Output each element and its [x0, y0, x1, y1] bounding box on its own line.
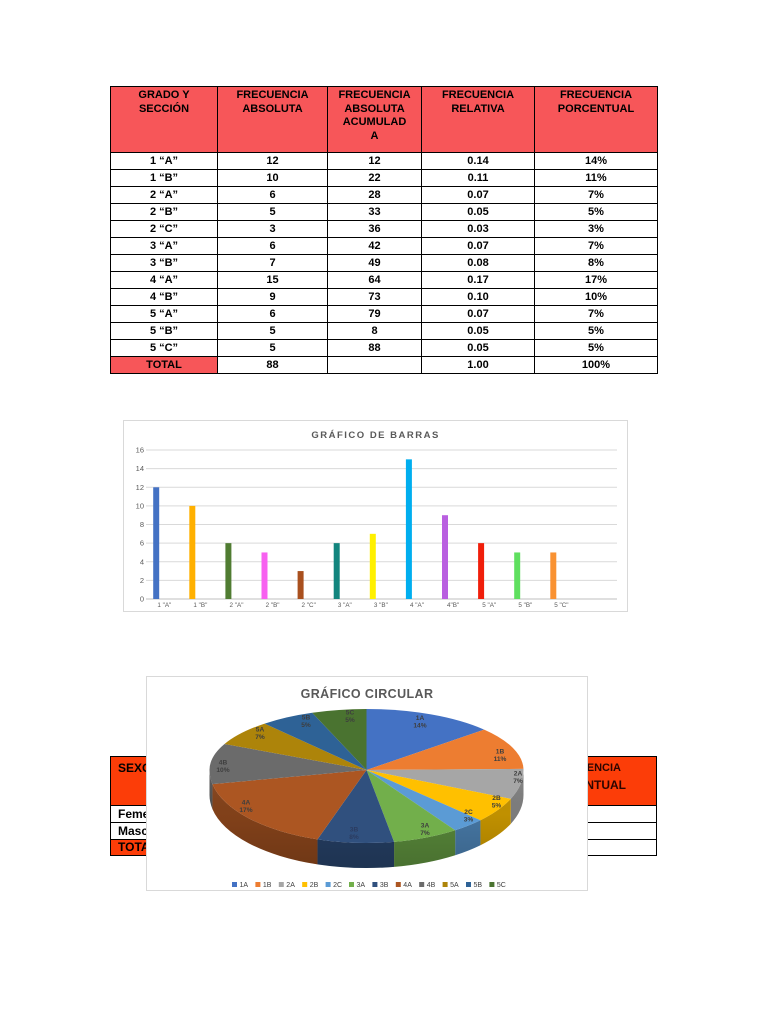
svg-text:3 "A": 3 "A"	[338, 602, 352, 609]
svg-text:1B: 1B	[263, 882, 272, 889]
svg-text:1 "B": 1 "B"	[193, 602, 207, 609]
svg-text:1A: 1A	[240, 882, 249, 889]
svg-text:2: 2	[140, 576, 144, 585]
svg-text:2 "A": 2 "A"	[230, 602, 244, 609]
svg-text:1 "A": 1 "A"	[157, 602, 171, 609]
svg-text:3B8%: 3B 8%	[349, 827, 359, 842]
svg-text:5 "B": 5 "B"	[518, 602, 532, 609]
svg-text:14: 14	[136, 464, 144, 473]
svg-text:5B5%: 5B 5%	[301, 715, 311, 730]
svg-text:10: 10	[136, 501, 144, 510]
svg-text:12: 12	[136, 483, 144, 492]
svg-text:5C: 5C	[497, 882, 506, 889]
svg-text:5C5%: 5C 5%	[345, 710, 355, 725]
svg-text:5 "A": 5 "A"	[482, 602, 496, 609]
svg-text:2C3%: 2C 3%	[464, 809, 474, 824]
svg-text:0: 0	[140, 595, 144, 604]
svg-text:4"B": 4"B"	[447, 602, 459, 609]
svg-text:3B: 3B	[380, 882, 389, 889]
svg-text:3 "B": 3 "B"	[374, 602, 388, 609]
svg-text:2B: 2B	[310, 882, 319, 889]
svg-text:4B: 4B	[427, 882, 436, 889]
svg-text:3A: 3A	[357, 882, 366, 889]
svg-text:4 "A": 4 "A"	[410, 602, 424, 609]
svg-text:6: 6	[140, 539, 144, 548]
svg-text:2 "C": 2 "C"	[302, 602, 316, 609]
svg-text:2C: 2C	[333, 882, 342, 889]
svg-text:2B5%: 2B 5%	[492, 795, 502, 810]
svg-text:5B: 5B	[474, 882, 483, 889]
svg-text:5 "C": 5 "C"	[554, 602, 568, 609]
svg-text:2A7%: 2A 7%	[513, 771, 523, 786]
svg-text:8: 8	[140, 520, 144, 529]
svg-text:GRÁFICO DE BARRAS: GRÁFICO DE BARRAS	[311, 430, 439, 441]
svg-text:4A: 4A	[403, 882, 412, 889]
svg-text:5A: 5A	[450, 882, 459, 889]
svg-text:5A7%: 5A 7%	[255, 727, 265, 742]
svg-text:4: 4	[140, 557, 144, 566]
svg-text:3A7%: 3A 7%	[420, 823, 430, 838]
svg-text:2 "B": 2 "B"	[266, 602, 280, 609]
svg-text:16: 16	[136, 446, 144, 455]
svg-text:2A: 2A	[286, 882, 295, 889]
